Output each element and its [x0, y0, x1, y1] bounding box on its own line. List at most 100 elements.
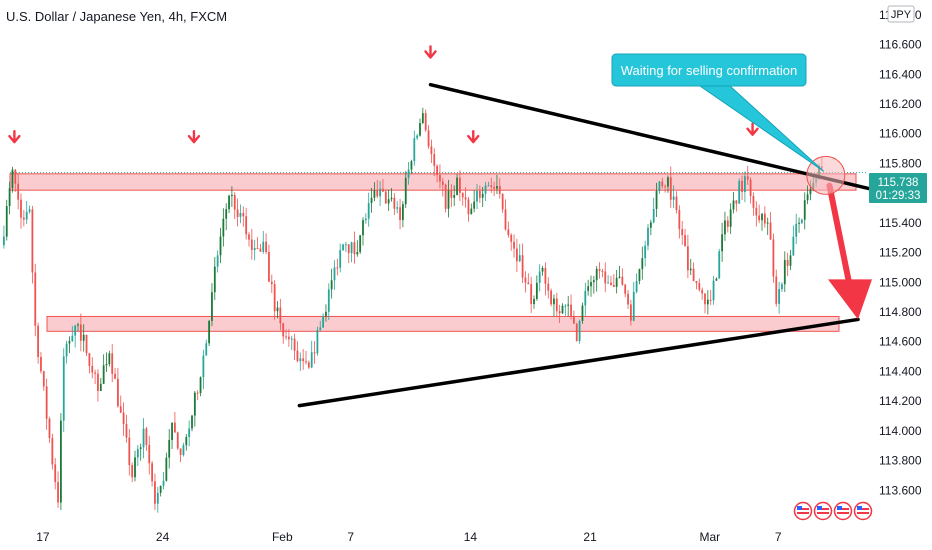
down-arrow-icon	[424, 45, 437, 59]
candle-body	[758, 215, 761, 221]
candle	[28, 205, 31, 214]
candle	[347, 244, 350, 264]
candle-body	[407, 169, 410, 178]
candle	[792, 225, 795, 256]
candle-body	[763, 213, 766, 224]
candle-body	[712, 280, 715, 301]
candle	[404, 171, 407, 208]
candle-body	[362, 220, 364, 236]
candle	[219, 227, 222, 264]
candle-body	[222, 218, 225, 237]
candle	[94, 369, 96, 385]
candle-body	[681, 229, 684, 236]
candle	[507, 221, 510, 238]
candle	[168, 429, 171, 469]
candle	[162, 472, 165, 490]
candle-body	[570, 304, 572, 317]
candle-body	[749, 179, 752, 196]
candle	[307, 360, 310, 370]
candle	[729, 203, 732, 234]
candle-body	[621, 276, 624, 285]
candle-body	[239, 213, 242, 217]
candle-body	[350, 242, 353, 254]
candle-body	[507, 229, 510, 235]
candle-body	[553, 298, 555, 305]
candle	[37, 322, 39, 364]
candle	[678, 205, 681, 239]
candle	[285, 329, 287, 340]
candle	[22, 210, 25, 227]
y-tick-label: 116.400	[879, 67, 922, 81]
candle	[530, 276, 533, 313]
candle-body	[795, 223, 798, 237]
candle-body	[111, 353, 114, 374]
candle	[199, 376, 202, 397]
markers-layer	[8, 45, 759, 144]
candle-body	[42, 371, 45, 387]
candle-body	[5, 206, 8, 237]
candle-body	[513, 241, 515, 249]
candle	[681, 221, 684, 245]
candle	[575, 322, 578, 342]
candle-body	[647, 227, 649, 246]
us-flag-icon	[813, 501, 833, 521]
candle	[592, 275, 595, 294]
candle	[159, 485, 162, 497]
chart-title: U.S. Dollar / Japanese Yen, 4h, FXCM	[6, 9, 227, 24]
currency-badge[interactable]: JPY	[887, 5, 915, 23]
candle-body	[584, 290, 587, 306]
candle-body	[273, 284, 276, 312]
candle-body	[732, 200, 735, 210]
candle-body	[213, 266, 216, 293]
candle	[789, 250, 792, 271]
price-axis[interactable]: 116.800116.600116.400116.200116.000115.8…	[879, 8, 922, 497]
candle	[8, 181, 11, 215]
candle-body	[436, 165, 438, 175]
candle	[117, 367, 119, 408]
candle-body	[741, 180, 743, 193]
candle	[268, 244, 270, 282]
down-arrow-head	[746, 127, 759, 136]
candle	[262, 231, 265, 254]
candle-body	[590, 282, 592, 287]
candle-body	[618, 276, 621, 278]
candle	[744, 171, 746, 203]
flag-icons[interactable]	[793, 501, 873, 521]
candle-body	[250, 239, 253, 250]
candle	[85, 334, 88, 357]
candle	[325, 304, 327, 322]
candle	[664, 184, 666, 193]
candle	[362, 217, 364, 246]
candle-body	[108, 353, 111, 364]
candle	[684, 228, 686, 247]
candle	[305, 350, 307, 365]
candle-body	[541, 267, 544, 272]
candle-body	[424, 113, 427, 131]
candle	[310, 340, 313, 369]
candle-body	[792, 236, 795, 256]
candle	[293, 333, 296, 361]
candle-body	[97, 373, 99, 392]
candle-body	[649, 222, 652, 228]
candle	[518, 243, 521, 263]
time-axis[interactable]: 17 24 Feb 7 14 21 Mar 7	[36, 530, 782, 544]
candle	[547, 277, 550, 299]
candle	[669, 166, 672, 208]
candle	[54, 458, 57, 490]
candle-body	[71, 335, 74, 342]
candle-body	[330, 280, 333, 290]
candle-body	[402, 204, 404, 220]
candle	[179, 448, 182, 463]
candle	[601, 268, 604, 278]
candle-body	[687, 246, 689, 271]
candle-body	[114, 373, 116, 379]
candle-body	[661, 181, 664, 187]
candle	[638, 268, 641, 285]
current-price-tag: 115.738 01:29:33	[869, 173, 927, 203]
candle	[570, 294, 572, 320]
candle	[419, 118, 421, 137]
candle	[239, 204, 242, 224]
candle	[607, 275, 609, 284]
